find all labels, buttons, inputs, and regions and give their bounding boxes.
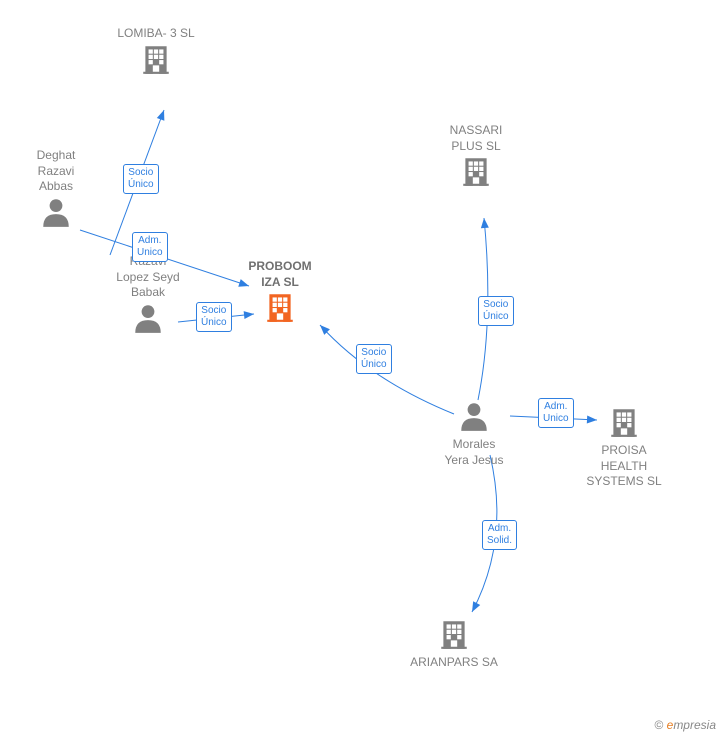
- edge-label-line: Socio: [128, 167, 154, 179]
- building-icon: [564, 405, 684, 439]
- edge-label-line: Unico: [543, 413, 569, 425]
- node-label-line: PROISA: [564, 443, 684, 459]
- person-icon: [88, 301, 208, 335]
- edge-label: SocioÚnico: [123, 164, 159, 194]
- node-label-line: LOMIBA- 3 SL: [96, 26, 216, 42]
- edge-arrowhead-icon: [468, 601, 480, 614]
- edge-label-line: Socio: [361, 347, 387, 359]
- node-nassari[interactable]: NASSARIPLUS SL: [416, 123, 536, 192]
- edge-label-line: Único: [361, 359, 387, 371]
- edge-label: SocioÚnico: [478, 296, 514, 326]
- edge-label-line: Único: [201, 317, 227, 329]
- node-morales[interactable]: MoralesYera Jesus: [414, 399, 534, 468]
- node-label: PROBOOMIZA SL: [220, 259, 340, 290]
- edge-label-line: Adm.: [137, 235, 163, 247]
- node-label-line: PROBOOM: [220, 259, 340, 275]
- node-label-line: Abbas: [0, 179, 116, 195]
- edge-label: Adm.Solid.: [482, 520, 517, 550]
- building-icon: [220, 290, 340, 324]
- brand-name: empresia: [667, 718, 716, 732]
- node-label: DeghatRazaviAbbas: [0, 148, 116, 195]
- node-label-line: SYSTEMS SL: [564, 474, 684, 490]
- person-icon: [414, 399, 534, 433]
- node-label-line: Morales: [414, 437, 534, 453]
- node-label-line: IZA SL: [220, 275, 340, 291]
- edge-label-line: Adm.: [487, 523, 512, 535]
- node-label-line: Lopez Seyd: [88, 270, 208, 286]
- node-label-line: Yera Jesus: [414, 453, 534, 469]
- node-proboom[interactable]: PROBOOMIZA SL: [220, 259, 340, 328]
- node-arianpars[interactable]: ARIANPARS SA: [394, 617, 514, 671]
- edge-label-line: Unico: [137, 247, 163, 259]
- node-label-line: Deghat: [0, 148, 116, 164]
- node-proisa[interactable]: PROISAHEALTHSYSTEMS SL: [564, 405, 684, 490]
- node-razavi[interactable]: RazaviLopez SeydBabak: [88, 254, 208, 339]
- node-label: ARIANPARS SA: [394, 655, 514, 671]
- edge-label: SocioÚnico: [196, 302, 232, 332]
- edge-label: SocioÚnico: [356, 344, 392, 374]
- building-icon: [394, 617, 514, 651]
- edge-label-line: Solid.: [487, 535, 512, 547]
- node-label: MoralesYera Jesus: [414, 437, 534, 468]
- edge-label: Adm.Unico: [132, 232, 168, 262]
- edge-label-line: Socio: [483, 299, 509, 311]
- copyright-symbol: ©: [654, 718, 663, 732]
- node-label-line: HEALTH: [564, 459, 684, 475]
- edge-arrowhead-icon: [480, 218, 489, 229]
- node-label: NASSARIPLUS SL: [416, 123, 536, 154]
- node-label-line: NASSARI: [416, 123, 536, 139]
- edge-label-line: Único: [128, 179, 154, 191]
- node-label: LOMIBA- 3 SL: [96, 26, 216, 42]
- node-label: PROISAHEALTHSYSTEMS SL: [564, 443, 684, 490]
- node-label-line: PLUS SL: [416, 139, 536, 155]
- node-label-line: Babak: [88, 285, 208, 301]
- building-icon: [96, 42, 216, 76]
- edge-label: Adm.Unico: [538, 398, 574, 428]
- node-lomiba[interactable]: LOMIBA- 3 SL: [96, 26, 216, 80]
- edge-label-line: Socio: [201, 305, 227, 317]
- edge-label-line: Adm.: [543, 401, 569, 413]
- edge-label-line: Único: [483, 311, 509, 323]
- node-deghat[interactable]: DeghatRazaviAbbas: [0, 148, 116, 233]
- node-label-line: Razavi: [0, 164, 116, 180]
- building-icon: [416, 154, 536, 188]
- person-icon: [0, 195, 116, 229]
- copyright-footer: © empresia: [654, 718, 716, 732]
- edge-arrowhead-icon: [157, 109, 168, 121]
- node-label-line: ARIANPARS SA: [394, 655, 514, 671]
